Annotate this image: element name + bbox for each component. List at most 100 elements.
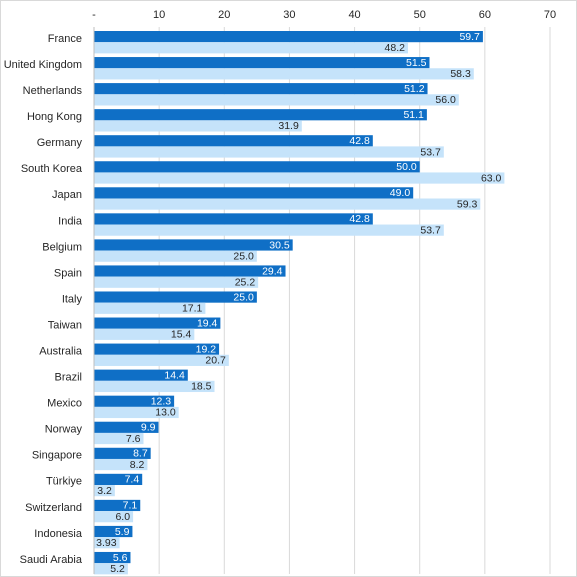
data-label: 3.2 xyxy=(97,485,112,497)
category-label: Brazil xyxy=(54,372,82,384)
category-label: Australia xyxy=(39,346,83,358)
bar-series-2 xyxy=(94,224,444,236)
x-tick-label: 10 xyxy=(153,9,165,21)
bar-series-2 xyxy=(94,485,115,497)
bar-series-1 xyxy=(94,395,175,407)
bar-series-2 xyxy=(94,120,302,132)
bar-series-1 xyxy=(94,109,427,121)
bar-series-1 xyxy=(94,447,151,459)
bar-series-2 xyxy=(94,406,179,419)
x-tick-label: 70 xyxy=(544,9,556,21)
bars xyxy=(94,31,505,575)
bar-series-1 xyxy=(94,525,133,538)
data-label: 25.0 xyxy=(233,250,254,262)
bar-series-2 xyxy=(94,354,229,366)
data-label: 42.8 xyxy=(349,213,370,225)
data-label: 30.5 xyxy=(269,239,290,251)
bar-series-1 xyxy=(94,291,257,303)
bar-series-2 xyxy=(94,68,474,80)
bar-series-2 xyxy=(94,42,408,54)
bar-series-1 xyxy=(94,239,293,251)
data-label: 7.4 xyxy=(125,474,140,486)
data-label: 31.9 xyxy=(278,120,299,132)
bar-series-1 xyxy=(94,499,141,512)
bar-series-2 xyxy=(94,380,215,393)
bar-series-1 xyxy=(94,369,188,381)
x-tick-label: 60 xyxy=(479,9,491,21)
data-label: 63.0 xyxy=(481,172,502,184)
category-label: United Kingdom xyxy=(4,59,82,71)
bar-series-2 xyxy=(94,537,120,549)
category-label: Norway xyxy=(45,424,83,436)
bar-series-2 xyxy=(94,94,459,106)
x-axis: - 10 20 30 40 50 60 70 xyxy=(92,9,556,21)
data-label: 6.0 xyxy=(115,511,130,523)
data-label: 51.1 xyxy=(403,109,424,121)
data-label: 19.4 xyxy=(197,317,218,329)
bar-series-2 xyxy=(94,146,444,158)
data-label: 20.7 xyxy=(205,355,226,367)
data-label: 19.2 xyxy=(196,343,217,355)
data-label: 50.0 xyxy=(396,161,417,173)
bar-series-1 xyxy=(94,551,131,564)
category-label: Mexico xyxy=(47,398,82,410)
data-label: 51.2 xyxy=(404,83,425,95)
x-tick-label: - xyxy=(92,9,96,21)
data-label: 53.7 xyxy=(420,146,441,158)
category-label: Indonesia xyxy=(34,528,83,540)
category-label: Saudi Arabia xyxy=(20,554,83,566)
data-label: 25.2 xyxy=(235,277,256,289)
bar-series-1 xyxy=(94,343,220,355)
data-label: 8.2 xyxy=(130,459,145,471)
bar-series-1 xyxy=(94,213,373,225)
bar-series-2 xyxy=(94,198,481,210)
bar-series-2 xyxy=(94,302,206,314)
x-tick-label: 50 xyxy=(414,9,426,21)
category-label: Germany xyxy=(37,137,83,149)
data-label: 59.7 xyxy=(459,31,480,43)
category-label: South Korea xyxy=(21,163,83,175)
x-tick-label: 20 xyxy=(218,9,230,21)
data-label: 7.6 xyxy=(126,433,141,445)
data-label: 9.9 xyxy=(141,422,156,434)
data-label: 17.1 xyxy=(182,303,203,315)
data-label: 25.0 xyxy=(233,291,254,303)
data-label: 13.0 xyxy=(155,407,176,419)
bar-series-1 xyxy=(94,161,420,173)
category-label: Belgium xyxy=(42,241,82,253)
bar-series-1 xyxy=(94,473,143,486)
bar-series-1 xyxy=(94,83,428,95)
data-label: 8.7 xyxy=(133,448,148,460)
category-label: Taiwan xyxy=(48,319,82,331)
data-label: 49.0 xyxy=(390,187,411,199)
data-label: 5.2 xyxy=(110,563,125,575)
bar-series-1 xyxy=(94,421,159,433)
data-label: 15.4 xyxy=(171,329,192,341)
bar-series-1 xyxy=(94,57,430,69)
data-label: 14.4 xyxy=(164,370,185,382)
bar-series-2 xyxy=(94,432,144,445)
bar-series-1 xyxy=(94,317,221,329)
bar-series-2 xyxy=(94,328,195,340)
bar-series-2 xyxy=(94,172,505,184)
x-tick-label: 30 xyxy=(283,9,295,21)
category-axis: France United Kingdom Netherlands Hong Kong… xyxy=(4,27,95,574)
category-label: Japan xyxy=(52,189,82,201)
bar-series-1 xyxy=(94,31,483,43)
bar-series-2 xyxy=(94,511,134,523)
data-labels: 59.7 48.251.5 58.3 51.2 56.0 51.1 31.9 42.8 53.7… xyxy=(96,31,501,575)
data-label: 59.3 xyxy=(457,198,478,210)
bar-series-2 xyxy=(94,563,128,575)
data-label: 58.3 xyxy=(450,68,471,80)
bar-series-1 xyxy=(94,135,373,147)
data-label: 51.5 xyxy=(406,57,427,69)
category-label: Spain xyxy=(54,267,82,279)
data-label: 3.93 xyxy=(96,537,117,549)
category-label: Italy xyxy=(62,293,83,305)
category-label: Singapore xyxy=(32,450,82,462)
data-label: 18.5 xyxy=(191,381,212,393)
data-label: 29.4 xyxy=(262,265,283,277)
category-label: Türkiye xyxy=(46,476,82,488)
bar-series-1 xyxy=(94,265,286,277)
